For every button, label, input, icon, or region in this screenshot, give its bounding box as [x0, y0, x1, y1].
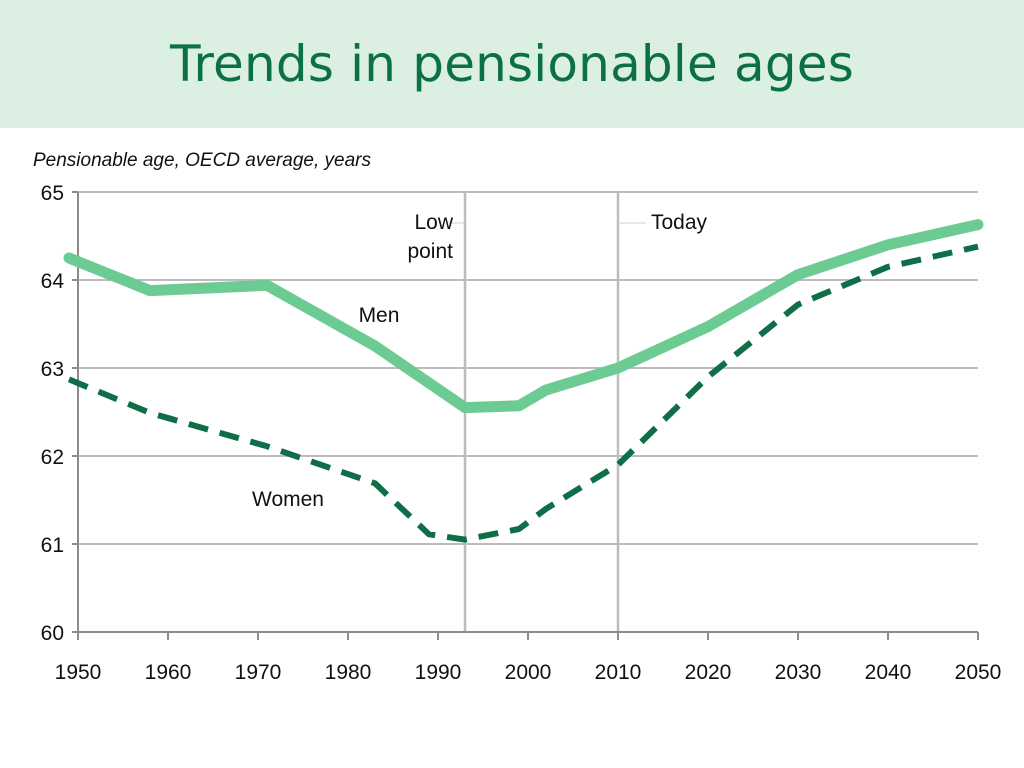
x-tick-label-2040: 2040 [865, 661, 912, 684]
chart-labels: Men Women [252, 304, 399, 511]
slide-title: Trends in pensionable ages [170, 35, 854, 93]
x-tick-label-1980: 1980 [325, 661, 372, 684]
x-tick-label-1960: 1960 [145, 661, 192, 684]
series-line-men [63, 219, 984, 414]
x-tick-label-2020: 2020 [685, 661, 732, 684]
y-tick-label-64: 64 [41, 270, 65, 293]
x-tick-label-1950: 1950 [55, 661, 102, 684]
x-tick-label-2050: 2050 [955, 661, 1002, 684]
chart-subtitle: Pensionable age, OECD average, years [33, 150, 371, 171]
x-tick-label-1970: 1970 [235, 661, 282, 684]
series-label-women: Women [252, 488, 324, 511]
vertical-markers: Low point Today [407, 192, 708, 632]
y-tick-label-63: 63 [41, 358, 64, 381]
series-line-women [67, 243, 979, 543]
marker-label-1993-0: Low [414, 211, 453, 234]
y-tick-label-60: 60 [41, 622, 64, 645]
y-tick-label-61: 61 [41, 534, 64, 557]
x-tick-label-2030: 2030 [775, 661, 822, 684]
x-tick-label-2010: 2010 [595, 661, 642, 684]
marker-label-2010-0: Today [651, 211, 708, 234]
marker-label-1993-1: point [407, 240, 453, 263]
series-label-men: Men [359, 304, 400, 327]
y-tick-label-65: 65 [41, 182, 64, 205]
series-lines [63, 219, 984, 543]
x-tick-label-1990: 1990 [415, 661, 462, 684]
y-tick-label-62: 62 [41, 446, 64, 469]
grid-lines [78, 191, 978, 545]
axes: 60 61 62 63 64 65 1950 1960 1970 1980 1990 2000 2010… [41, 182, 1002, 684]
x-tick-label-2000: 2000 [505, 661, 552, 684]
title-band: Trends in pensionable ages [0, 0, 1024, 128]
